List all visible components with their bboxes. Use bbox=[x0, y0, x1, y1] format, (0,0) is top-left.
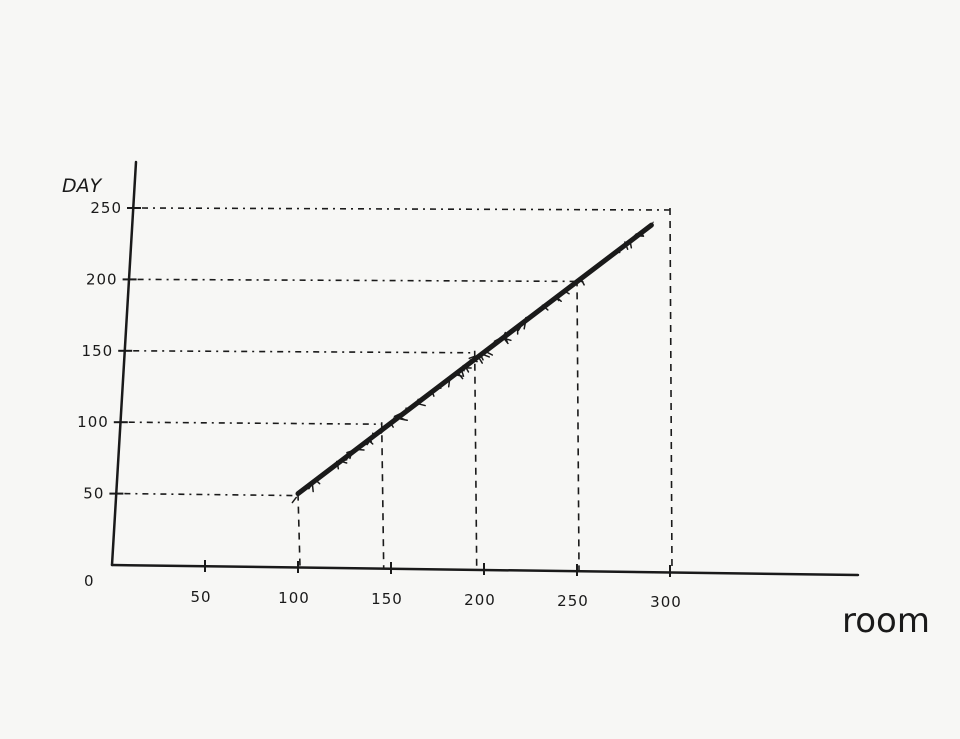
origin-label: 0 bbox=[84, 572, 95, 590]
scatter-dash bbox=[458, 373, 464, 380]
guide-vertical bbox=[669, 207, 673, 572]
y-tick-label: 150 bbox=[82, 342, 114, 360]
guide-vertical bbox=[576, 279, 580, 571]
trend-line bbox=[295, 221, 655, 497]
scatter-dash bbox=[342, 461, 348, 464]
y-tick-label: 250 bbox=[90, 199, 122, 217]
x-tick-label: 50 bbox=[190, 588, 211, 606]
y-axis bbox=[110, 160, 138, 567]
guide-horizontal bbox=[128, 421, 382, 425]
scatter-dash bbox=[505, 337, 508, 343]
guide-vertical bbox=[473, 350, 478, 569]
scatter-dash bbox=[523, 322, 526, 330]
guide-vertical bbox=[380, 422, 385, 568]
guide-horizontal bbox=[137, 278, 578, 283]
guide-horizontal bbox=[124, 492, 299, 497]
guide-vertical bbox=[297, 493, 301, 568]
x-tick-label: 250 bbox=[557, 592, 589, 610]
scatter-dash bbox=[478, 358, 483, 364]
guide-horizontal bbox=[133, 350, 475, 354]
guide-horizontal bbox=[141, 207, 671, 211]
axis-labels: DAY room 0 bbox=[62, 175, 930, 641]
scatter-dash bbox=[565, 291, 570, 295]
x-tick-label: 100 bbox=[278, 589, 310, 607]
y-axis-label: DAY bbox=[62, 175, 103, 197]
trend-line-sketch bbox=[299, 221, 655, 492]
axis-ticks: 50 100 150 200 250 300 50 100 150 200 250 bbox=[77, 199, 682, 611]
guide-lines bbox=[124, 207, 673, 572]
trend-line-stroke bbox=[295, 222, 654, 497]
x-tick-label: 200 bbox=[464, 591, 496, 609]
x-axis-label: room bbox=[842, 601, 930, 641]
scatter-dash bbox=[291, 496, 298, 504]
x-tick-label: 150 bbox=[371, 590, 403, 608]
scatter-dash bbox=[468, 355, 475, 360]
y-tick-label: 50 bbox=[83, 485, 104, 503]
x-tick-label: 300 bbox=[650, 593, 682, 611]
y-tick-label: 100 bbox=[77, 413, 109, 431]
y-tick-label: 200 bbox=[86, 270, 118, 288]
